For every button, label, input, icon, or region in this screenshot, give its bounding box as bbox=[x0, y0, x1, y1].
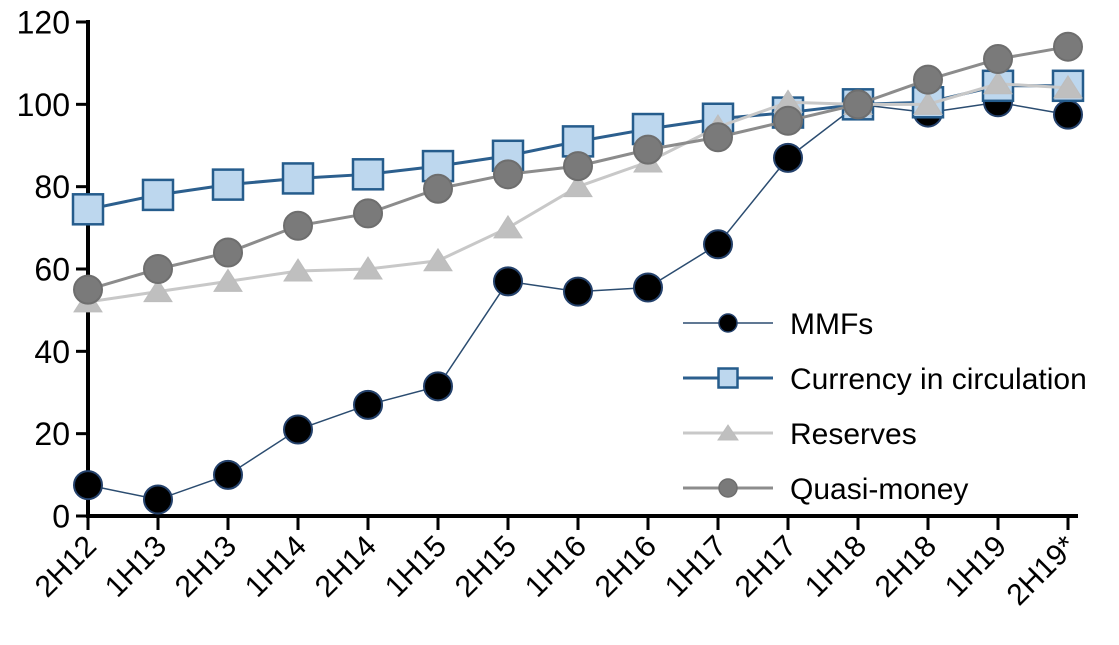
marker-reserves-2h13 bbox=[213, 268, 243, 292]
x-axis-tick-label: 1H13 bbox=[99, 530, 173, 604]
series-quasi-money bbox=[73, 31, 1083, 305]
x-axis-tick-label: 2H19* bbox=[1001, 529, 1084, 612]
marker-reserves-1h14 bbox=[283, 258, 313, 282]
marker-quasi-money-2h13 bbox=[213, 237, 243, 268]
marker-quasi-money-1h18 bbox=[843, 89, 873, 120]
marker-quasi-money-1h14 bbox=[283, 210, 313, 241]
x-axis-tick-label: 2H14 bbox=[309, 530, 383, 604]
marker-mmfs-2h15 bbox=[493, 266, 523, 297]
legend-item-mmfs: MMFs bbox=[683, 308, 873, 341]
marker-mmfs-1h17 bbox=[703, 229, 733, 260]
x-axis-tick-label: 2H13 bbox=[169, 530, 243, 604]
legend-label-currency-in-circulation: Currency in circulation bbox=[790, 363, 1087, 396]
marker-reserves-1h16 bbox=[563, 173, 593, 198]
marker-currency-in-circulation-2h13 bbox=[211, 168, 245, 201]
marker-quasi-money-1h16 bbox=[563, 151, 593, 182]
marker-quasi-money-2h19 bbox=[1053, 31, 1083, 62]
marker-mmfs-2h16 bbox=[633, 272, 663, 303]
marker-quasi-money-2h15 bbox=[493, 159, 523, 190]
legend-marker-currency-in-circulation-icon bbox=[717, 367, 739, 389]
marker-quasi-money-2h17 bbox=[773, 105, 803, 136]
marker-reserves-2h19 bbox=[1053, 74, 1083, 99]
marker-mmfs-1h13 bbox=[143, 484, 173, 515]
x-axis-tick-label: 1H18 bbox=[799, 530, 873, 604]
marker-reserves-2h15 bbox=[493, 214, 523, 239]
y-axis-tick-label: 100 bbox=[17, 87, 70, 123]
legend-marker-reserves-icon bbox=[717, 424, 739, 441]
marker-mmfs-2h13 bbox=[213, 459, 243, 490]
legend-label-quasi-money: Quasi-money bbox=[790, 473, 968, 506]
marker-quasi-money-1h17 bbox=[703, 122, 733, 153]
marker-reserves-2h14 bbox=[353, 256, 383, 280]
marker-mmfs-2h12 bbox=[73, 470, 103, 501]
marker-reserves-2h18 bbox=[913, 91, 943, 115]
marker-quasi-money-2h18 bbox=[913, 64, 943, 95]
x-axis-tick-label: 2H15 bbox=[449, 530, 523, 604]
legend-label-mmfs: MMFs bbox=[790, 308, 873, 341]
y-axis-tick-label: 80 bbox=[34, 169, 70, 205]
marker-currency-in-circulation-1h14 bbox=[281, 162, 315, 195]
y-axis-tick-label: 60 bbox=[34, 252, 70, 288]
marker-mmfs-1h14 bbox=[283, 414, 313, 445]
marker-mmfs-2h19 bbox=[1053, 99, 1083, 130]
marker-quasi-money-1h13 bbox=[143, 254, 173, 284]
legend: MMFs Currency in circulation Reserves Quasi… bbox=[683, 308, 1087, 506]
x-axis-tick-label: 1H19 bbox=[939, 530, 1013, 604]
series-reserves bbox=[73, 70, 1083, 313]
marker-currency-in-circulation-2h14 bbox=[351, 158, 385, 191]
x-axis-tick-label: 1H14 bbox=[239, 530, 313, 604]
marker-mmfs-1h15 bbox=[423, 371, 453, 402]
x-axis-tick-label: 2H12 bbox=[29, 530, 103, 604]
legend-label-reserves: Reserves bbox=[790, 418, 917, 451]
marker-quasi-money-1h15 bbox=[423, 173, 453, 204]
x-axis-tick-label: 1H17 bbox=[659, 530, 733, 604]
marker-quasi-money-2h14 bbox=[353, 198, 383, 229]
marker-quasi-money-2h12 bbox=[73, 274, 103, 305]
marker-mmfs-2h17 bbox=[773, 142, 803, 173]
y-axis-tick-label: 120 bbox=[17, 5, 70, 41]
marker-mmfs-2h14 bbox=[353, 389, 383, 420]
y-axis-tick-label: 20 bbox=[34, 416, 70, 452]
marker-reserves-1h13 bbox=[143, 278, 173, 303]
legend-marker-quasi-money-icon bbox=[718, 478, 738, 498]
marker-reserves-1h15 bbox=[423, 247, 453, 272]
y-axis-tick-label: 0 bbox=[52, 499, 70, 535]
marker-mmfs-1h16 bbox=[563, 276, 593, 307]
marker-quasi-money-1h19 bbox=[983, 44, 1013, 75]
legend-item-quasi-money: Quasi-money bbox=[683, 473, 968, 506]
legend-item-currency-in-circulation: Currency in circulation bbox=[683, 363, 1087, 396]
marker-currency-in-circulation-1h13 bbox=[141, 178, 175, 212]
x-axis-tick-label: 2H16 bbox=[589, 530, 663, 604]
marker-currency-in-circulation-2h12 bbox=[71, 193, 105, 226]
marker-quasi-money-2h16 bbox=[633, 134, 663, 165]
marker-reserves-1h19 bbox=[983, 70, 1013, 95]
legend-marker-mmfs-icon bbox=[718, 313, 738, 333]
y-axis-tick-label: 40 bbox=[34, 334, 70, 370]
x-axis-tick-label: 2H18 bbox=[869, 530, 943, 604]
x-axis-tick-label: 1H16 bbox=[519, 530, 593, 604]
x-axis-tick-label: 2H17 bbox=[729, 530, 803, 604]
x-axis-tick-label: 1H15 bbox=[379, 530, 453, 604]
legend-item-reserves: Reserves bbox=[683, 418, 917, 451]
